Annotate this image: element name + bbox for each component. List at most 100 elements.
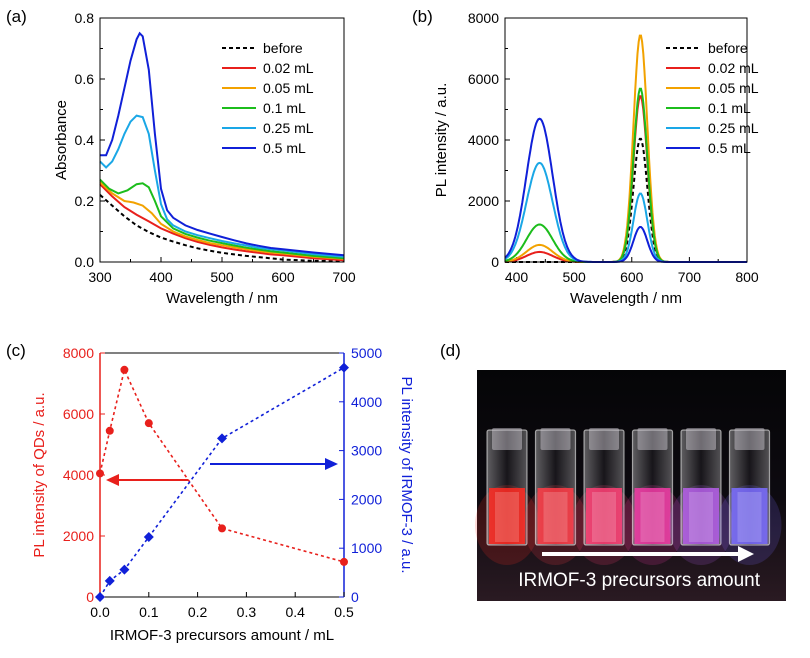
vial-cap bbox=[686, 428, 716, 450]
panel-b-label: (b) bbox=[412, 7, 433, 26]
y-right-tick-label: 2000 bbox=[351, 491, 382, 507]
qd-data-point bbox=[340, 557, 348, 566]
y-right-tick-label: 3000 bbox=[351, 443, 382, 459]
y-tick-label: 4000 bbox=[468, 132, 499, 148]
vial-liquid bbox=[537, 488, 574, 544]
vial-liquid bbox=[683, 488, 719, 544]
vial-liquid-highlight bbox=[737, 492, 762, 542]
irmof-data-point bbox=[95, 592, 105, 602]
vial-liquid-highlight bbox=[495, 492, 519, 542]
x-tick-label: 400 bbox=[505, 269, 529, 285]
legend-label: 0.1 mL bbox=[708, 100, 751, 116]
y-left-axis-label: PL intensity of QDs / a.u. bbox=[31, 392, 48, 557]
series-line-0-02-mL bbox=[99, 183, 345, 262]
irmof-data-point bbox=[143, 531, 154, 542]
x-tick-label: 700 bbox=[678, 269, 702, 285]
irmof-data-point bbox=[104, 575, 115, 586]
vial-liquid bbox=[489, 488, 525, 544]
y-tick-label: 8000 bbox=[468, 10, 499, 26]
x-axis-label: Wavelength / nm bbox=[570, 290, 682, 307]
legend-label: 0.05 mL bbox=[263, 80, 314, 96]
legend-label: 0.5 mL bbox=[708, 140, 751, 156]
right-axis-arrow-head bbox=[325, 458, 338, 470]
y-left-tick-label: 6000 bbox=[63, 406, 94, 422]
qd-series-line bbox=[99, 367, 345, 563]
panel-c-label: (c) bbox=[6, 341, 26, 360]
y-tick-label: 2000 bbox=[468, 193, 499, 209]
legend-label: before bbox=[263, 40, 303, 56]
vial-cap bbox=[589, 428, 619, 450]
y-right-tick-label: 5000 bbox=[351, 345, 382, 361]
x-tick-label: 0.1 bbox=[139, 604, 159, 620]
x-tick-label: 0.2 bbox=[188, 604, 208, 620]
series-line-before bbox=[99, 194, 345, 263]
vial-liquid-highlight bbox=[543, 492, 568, 542]
y-axis-label: Absorbance bbox=[53, 100, 70, 180]
legend-label: before bbox=[708, 40, 748, 56]
photo-caption: IRMOF-3 precursors amount bbox=[518, 570, 761, 591]
legend-label: 0.02 mL bbox=[263, 60, 314, 76]
vial-cap bbox=[637, 428, 668, 450]
x-tick-label: 0.0 bbox=[90, 604, 110, 620]
chart-a-absorbance: 300 400 500 600 700 0.0 0.2 0.4 0.6 0.8 before 0.02… bbox=[53, 10, 356, 307]
plot-frame bbox=[99, 17, 345, 263]
vial-liquid-highlight bbox=[640, 492, 665, 542]
x-tick-label: 0.3 bbox=[237, 604, 257, 620]
y-right-tick-label: 0 bbox=[351, 589, 359, 605]
irmof-data-point bbox=[119, 564, 130, 575]
chart-c-pl-vs-amount: 0.0 0.1 0.2 0.3 0.4 0.50200040006000800001000… bbox=[31, 345, 415, 644]
qd-data-point bbox=[120, 365, 129, 374]
chart-b-pl-spectra: 400 500 600 700 80002000400060008000before0.… bbox=[433, 10, 759, 307]
irmof-data-point bbox=[217, 433, 227, 444]
qd-data-point bbox=[218, 524, 226, 533]
qd-data-point bbox=[144, 419, 153, 428]
y-right-axis-label: PL intensity of IRMOF-3 / a.u. bbox=[398, 376, 415, 573]
y-left-tick-label: 4000 bbox=[63, 467, 94, 483]
vial-liquid-highlight bbox=[689, 492, 713, 542]
legend-label: 0.25 mL bbox=[263, 120, 314, 136]
legend-label: 0.25 mL bbox=[708, 120, 759, 136]
y-right-tick-label: 1000 bbox=[351, 540, 382, 556]
series-line-0-5-mL bbox=[100, 31, 345, 257]
x-axis-label: Wavelength / nm bbox=[166, 290, 278, 307]
legend-label: 0.5 mL bbox=[263, 140, 306, 156]
x-axis-label: IRMOF-3 precursors amount / mL bbox=[110, 627, 334, 644]
y-left-tick-label: 8000 bbox=[63, 345, 94, 361]
vial-liquid bbox=[586, 488, 622, 544]
x-tick-label: 400 bbox=[149, 269, 173, 285]
y-right-tick-label: 4000 bbox=[351, 394, 382, 410]
x-tick-label: 500 bbox=[210, 269, 234, 285]
x-tick-label: 0.4 bbox=[285, 604, 305, 620]
plot-frame bbox=[504, 17, 748, 263]
vial-photo: IRMOF-3 precursors amount bbox=[475, 370, 786, 601]
y-tick-label: 0.2 bbox=[75, 193, 95, 209]
y-tick-label: 0.0 bbox=[75, 254, 95, 270]
legend-label: 0.02 mL bbox=[708, 60, 759, 76]
x-tick-label: 0.5 bbox=[334, 604, 354, 620]
y-left-tick-label: 2000 bbox=[63, 528, 94, 544]
y-tick-label: 6000 bbox=[468, 71, 499, 87]
panel-d-label: (d) bbox=[440, 341, 461, 360]
left-axis-arrow-head bbox=[106, 474, 119, 486]
legend-label: 0.1 mL bbox=[263, 100, 306, 116]
x-tick-label: 600 bbox=[271, 269, 295, 285]
vial-liquid-highlight bbox=[592, 492, 616, 542]
series-line-0-05-mL bbox=[99, 181, 345, 260]
series-line-0-1-mL bbox=[99, 178, 345, 260]
amount-arrow-head bbox=[738, 546, 754, 562]
vial-liquid bbox=[731, 488, 768, 544]
irmof-data-point bbox=[339, 362, 349, 373]
vial-cap bbox=[540, 428, 571, 450]
x-tick-label: 600 bbox=[620, 269, 644, 285]
vial-cap bbox=[734, 428, 765, 450]
x-tick-label: 300 bbox=[88, 269, 112, 285]
series-line-0-25-mL bbox=[99, 114, 345, 258]
y-tick-label: 0.6 bbox=[75, 71, 95, 87]
x-tick-label: 800 bbox=[735, 269, 759, 285]
qd-data-point bbox=[105, 426, 114, 435]
y-tick-label: 0.4 bbox=[75, 132, 95, 148]
qd-data-point bbox=[96, 469, 104, 478]
y-axis-label: PL intensity / a.u. bbox=[433, 83, 450, 198]
x-tick-label: 500 bbox=[562, 269, 586, 285]
